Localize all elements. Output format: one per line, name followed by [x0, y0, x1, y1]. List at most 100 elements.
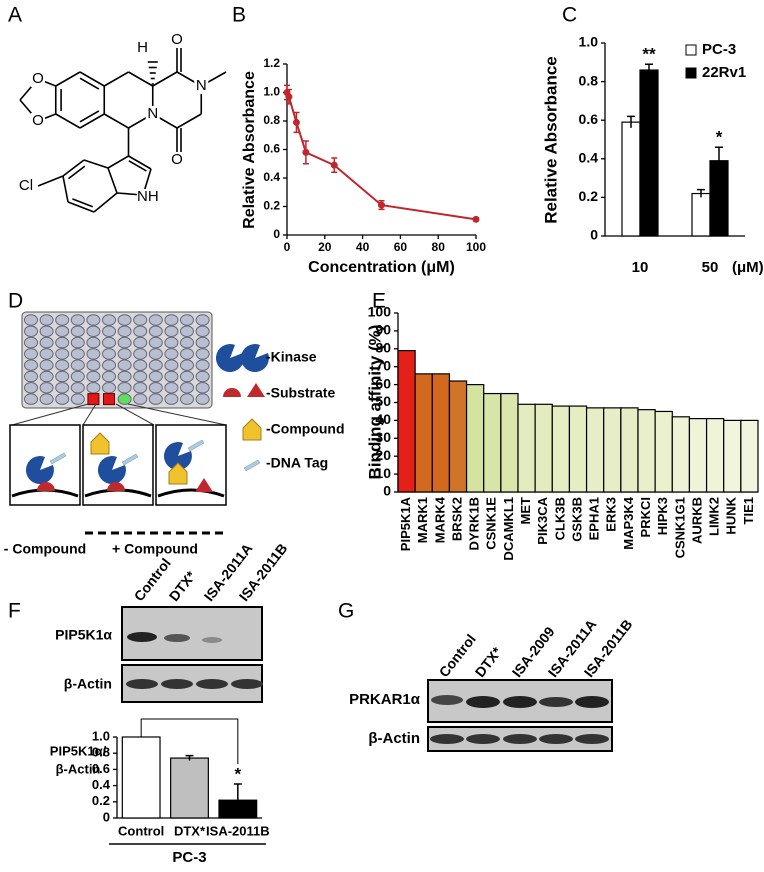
well	[164, 382, 179, 394]
substrate-icon	[247, 383, 265, 397]
atom-label: Cl	[19, 177, 33, 194]
bar	[621, 121, 641, 237]
well	[180, 325, 194, 338]
bar	[517, 403, 536, 493]
atom-label: NH	[137, 188, 159, 205]
x-tick-label: 10	[632, 259, 649, 276]
bond	[83, 159, 109, 169]
atom-bg	[136, 40, 158, 56]
point	[472, 215, 480, 223]
well	[195, 359, 210, 372]
legend-label: -Compound	[266, 421, 345, 437]
well	[195, 325, 210, 338]
bond	[67, 201, 95, 213]
y-tick-label: 0.8	[263, 113, 280, 127]
well	[70, 348, 85, 360]
well	[24, 325, 38, 338]
x-tick-label: CSNK1E	[484, 497, 499, 550]
bond	[79, 77, 100, 90]
atom-bg	[170, 152, 184, 168]
y-tick-label: 1.0	[92, 728, 110, 743]
substrate-icon	[223, 388, 241, 397]
bond	[79, 113, 105, 129]
x-tick-label: MET	[518, 497, 533, 525]
bar	[483, 392, 502, 493]
row-label: β-Actin	[368, 730, 420, 747]
y-tick-label: 0.2	[263, 199, 280, 213]
bar	[170, 757, 209, 819]
well	[148, 382, 163, 394]
well	[55, 314, 70, 326]
band	[539, 697, 573, 707]
point	[378, 201, 385, 209]
well	[55, 325, 70, 338]
bond	[62, 175, 69, 203]
panel-label: G	[338, 600, 354, 623]
well	[117, 370, 132, 383]
y-tick-label: 100	[368, 304, 392, 320]
x-tick-label: 0	[284, 240, 291, 254]
x-tick-label: CSNK1G1	[672, 497, 687, 558]
well	[180, 359, 194, 372]
well	[117, 382, 132, 394]
x-tick-label: 50	[702, 259, 719, 276]
well	[195, 370, 210, 383]
band	[202, 637, 222, 643]
assay-diagram: -Kinase -Substrate -Compound -DNA Tag - …	[4, 311, 345, 557]
x-tick-label: TIE1	[741, 497, 756, 524]
well	[164, 370, 179, 383]
lane-label: DTX*	[472, 643, 506, 680]
x-tick-label: 60	[394, 240, 408, 254]
y-tick-label: 0.6	[579, 111, 599, 127]
atom-label: O	[32, 70, 44, 87]
band	[539, 734, 573, 744]
band	[431, 695, 463, 705]
well	[86, 348, 101, 360]
well	[102, 382, 116, 394]
y-tick-label: 40	[375, 411, 391, 427]
well	[86, 370, 101, 383]
band	[161, 679, 193, 689]
well	[164, 348, 179, 360]
well	[133, 382, 148, 394]
bond	[79, 71, 105, 87]
panel-label: D	[8, 290, 23, 313]
bar	[705, 418, 725, 493]
x-tick-label: LIMK2	[707, 497, 722, 536]
well	[117, 325, 132, 338]
bond	[107, 155, 129, 169]
bar	[465, 384, 485, 493]
row-label: PRKAR1α	[349, 691, 421, 708]
error-bar	[185, 754, 194, 761]
well	[164, 314, 179, 326]
well	[133, 348, 148, 360]
y-tick-label: 0.6	[263, 142, 280, 156]
y-tick-label: 80	[375, 340, 391, 356]
y-tick-label: 1.2	[263, 56, 280, 70]
well-hit	[103, 393, 115, 406]
point	[292, 118, 300, 126]
blot-g: PRKAR1α β-Actin	[349, 679, 613, 752]
bar	[551, 405, 571, 493]
well	[70, 359, 85, 372]
error-bar	[627, 115, 635, 128]
band	[164, 634, 190, 642]
bar	[620, 407, 639, 493]
bond	[68, 165, 86, 180]
point	[302, 148, 310, 156]
well	[86, 314, 101, 326]
bar	[688, 418, 708, 493]
atom-bg	[170, 32, 184, 48]
bond	[37, 175, 64, 187]
atom-label: O	[171, 151, 183, 168]
bar	[397, 349, 416, 493]
well	[39, 393, 54, 405]
row-label: β-Actin	[64, 676, 112, 692]
group-label: - Compound	[4, 541, 86, 557]
well	[164, 325, 179, 338]
band	[575, 696, 609, 708]
well	[70, 336, 85, 349]
point	[330, 161, 338, 169]
x-tick-label: DTX*	[174, 823, 206, 838]
well	[55, 370, 70, 383]
